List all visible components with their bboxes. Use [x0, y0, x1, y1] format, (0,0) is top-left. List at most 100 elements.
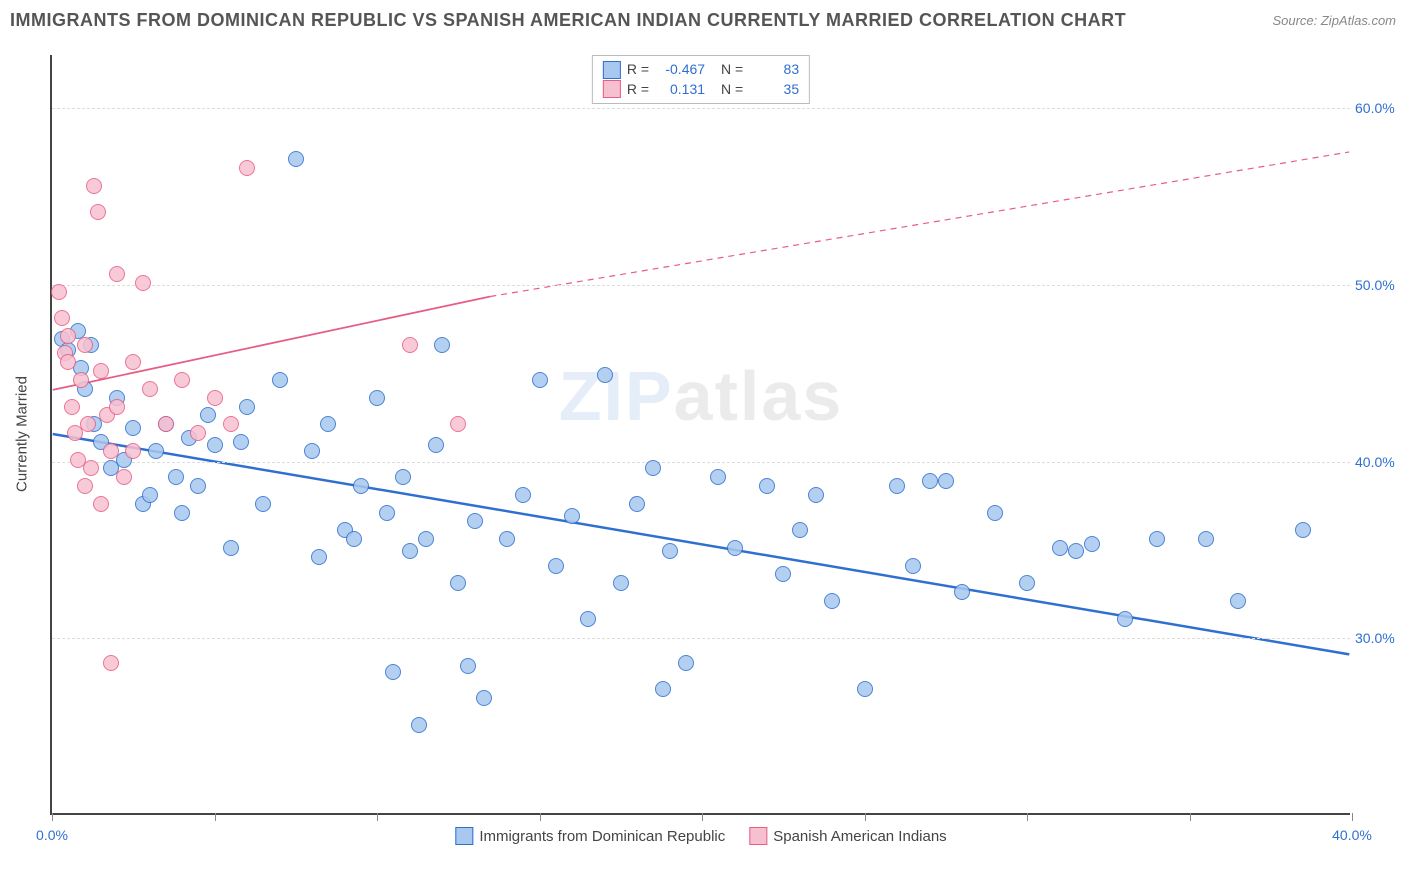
gridline	[52, 462, 1350, 463]
data-point	[64, 399, 80, 415]
gridline	[52, 638, 1350, 639]
stat-N-value: 83	[749, 60, 799, 80]
data-point	[428, 437, 444, 453]
data-point	[678, 655, 694, 671]
data-point	[86, 178, 102, 194]
data-point	[272, 372, 288, 388]
stats-row: R = 0.131 N = 35	[603, 80, 799, 100]
x-tick	[865, 813, 866, 821]
data-point	[450, 575, 466, 591]
plot-area: Currently Married ZIPatlas R = -0.467 N …	[50, 55, 1350, 815]
data-point	[80, 416, 96, 432]
bottom-legend: Immigrants from Dominican Republic Spani…	[455, 827, 946, 845]
data-point	[987, 505, 1003, 521]
data-point	[645, 460, 661, 476]
data-point	[889, 478, 905, 494]
watermark-zip: ZIP	[559, 357, 674, 435]
data-point	[60, 354, 76, 370]
data-point	[60, 328, 76, 344]
stats-legend-box: R = -0.467 N = 83 R = 0.131 N = 35	[592, 55, 810, 104]
data-point	[1052, 540, 1068, 556]
data-point	[1019, 575, 1035, 591]
watermark-atlas: atlas	[674, 357, 844, 435]
data-point	[613, 575, 629, 591]
y-axis-label: Currently Married	[14, 376, 31, 492]
data-point	[369, 390, 385, 406]
data-point	[148, 443, 164, 459]
data-point	[515, 487, 531, 503]
data-point	[90, 204, 106, 220]
stat-N-label: N =	[721, 80, 743, 100]
data-point	[239, 160, 255, 176]
data-point	[207, 437, 223, 453]
data-point	[311, 549, 327, 565]
data-point	[467, 513, 483, 529]
data-point	[499, 531, 515, 547]
x-tick	[377, 813, 378, 821]
data-point	[564, 508, 580, 524]
data-point	[905, 558, 921, 574]
stat-R-value: -0.467	[655, 60, 705, 80]
legend-item: Spanish American Indians	[749, 827, 946, 845]
data-point	[655, 681, 671, 697]
data-point	[379, 505, 395, 521]
data-point	[174, 505, 190, 521]
swatch-icon	[749, 827, 767, 845]
data-point	[411, 717, 427, 733]
data-point	[402, 543, 418, 559]
y-tick-label: 50.0%	[1355, 277, 1406, 293]
data-point	[93, 363, 109, 379]
x-tick	[1027, 813, 1028, 821]
data-point	[54, 310, 70, 326]
source-attribution: Source: ZipAtlas.com	[1272, 13, 1396, 28]
x-tick	[215, 813, 216, 821]
title-bar: IMMIGRANTS FROM DOMINICAN REPUBLIC VS SP…	[10, 10, 1396, 31]
data-point	[125, 354, 141, 370]
data-point	[103, 443, 119, 459]
legend-item: Immigrants from Dominican Republic	[455, 827, 725, 845]
stat-R-value: 0.131	[655, 80, 705, 100]
data-point	[385, 664, 401, 680]
trend-line	[490, 152, 1349, 297]
data-point	[938, 473, 954, 489]
data-point	[808, 487, 824, 503]
data-point	[233, 434, 249, 450]
x-tick-label: 40.0%	[1332, 827, 1372, 843]
y-tick-label: 60.0%	[1355, 100, 1406, 116]
data-point	[418, 531, 434, 547]
data-point	[1230, 593, 1246, 609]
data-point	[775, 566, 791, 582]
data-point	[125, 443, 141, 459]
x-tick	[52, 813, 53, 821]
data-point	[255, 496, 271, 512]
data-point	[168, 469, 184, 485]
data-point	[223, 540, 239, 556]
chart-title: IMMIGRANTS FROM DOMINICAN REPUBLIC VS SP…	[10, 10, 1126, 31]
x-tick	[1352, 813, 1353, 821]
data-point	[158, 416, 174, 432]
data-point	[103, 655, 119, 671]
data-point	[116, 469, 132, 485]
data-point	[434, 337, 450, 353]
stats-row: R = -0.467 N = 83	[603, 60, 799, 80]
data-point	[142, 487, 158, 503]
data-point	[93, 496, 109, 512]
data-point	[954, 584, 970, 600]
data-point	[207, 390, 223, 406]
stat-R-label: R =	[627, 60, 649, 80]
data-point	[824, 593, 840, 609]
x-tick	[702, 813, 703, 821]
y-tick-label: 30.0%	[1355, 630, 1406, 646]
swatch-icon	[603, 80, 621, 98]
data-point	[190, 478, 206, 494]
data-point	[1295, 522, 1311, 538]
data-point	[77, 478, 93, 494]
data-point	[460, 658, 476, 674]
data-point	[320, 416, 336, 432]
x-tick-label: 0.0%	[36, 827, 68, 843]
data-point	[476, 690, 492, 706]
data-point	[239, 399, 255, 415]
data-point	[597, 367, 613, 383]
data-point	[1117, 611, 1133, 627]
data-point	[580, 611, 596, 627]
